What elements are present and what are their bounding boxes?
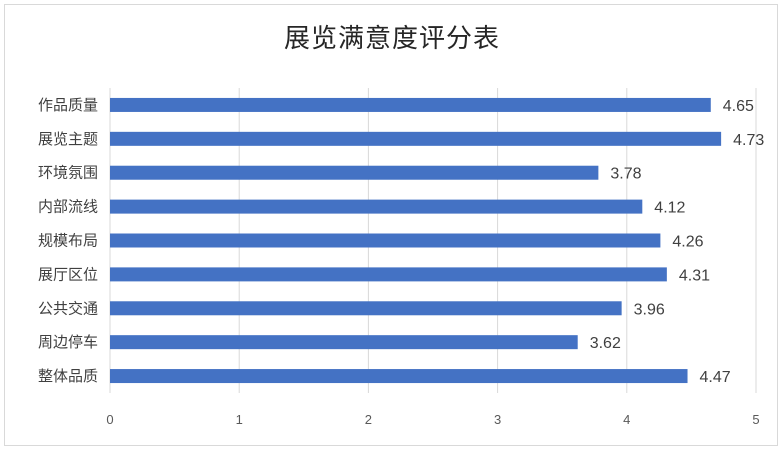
category-label: 展厅区位 [38, 265, 98, 283]
bar-5 [110, 267, 667, 282]
x-tick-label: 4 [623, 412, 630, 427]
category-label: 环境氛围 [38, 164, 98, 182]
x-tick-label: 5 [752, 412, 759, 427]
data-label: 3.96 [634, 301, 665, 318]
data-label: 3.78 [610, 166, 641, 183]
x-tick-label: 1 [236, 412, 243, 427]
category-label: 规模布局 [38, 232, 98, 250]
data-label: 4.31 [679, 267, 710, 284]
x-tick-label: 0 [106, 412, 113, 427]
category-label: 公共交通 [38, 299, 98, 317]
category-label: 整体品质 [38, 367, 98, 385]
data-label: 4.12 [654, 200, 685, 217]
bar-0 [110, 97, 711, 112]
data-label: 4.26 [672, 234, 703, 251]
bar-3 [110, 199, 643, 214]
data-label: 3.62 [590, 335, 621, 352]
chart-title: 展览满意度评分表 [283, 24, 500, 54]
category-label: 周边停车 [38, 333, 98, 351]
data-label: 4.47 [700, 369, 731, 386]
x-tick-label: 3 [494, 412, 501, 427]
bar-6 [110, 301, 622, 316]
data-label: 4.65 [723, 98, 754, 115]
category-label: 作品质量 [38, 96, 98, 114]
data-label: 4.73 [733, 132, 764, 149]
bar-4 [110, 233, 661, 248]
category-label: 展览主题 [38, 130, 98, 148]
bar-8 [110, 369, 688, 384]
bar-1 [110, 131, 722, 146]
bar-7 [110, 335, 578, 350]
category-label: 内部流线 [38, 198, 98, 216]
bar-2 [110, 165, 599, 180]
x-tick-label: 2 [365, 412, 372, 427]
